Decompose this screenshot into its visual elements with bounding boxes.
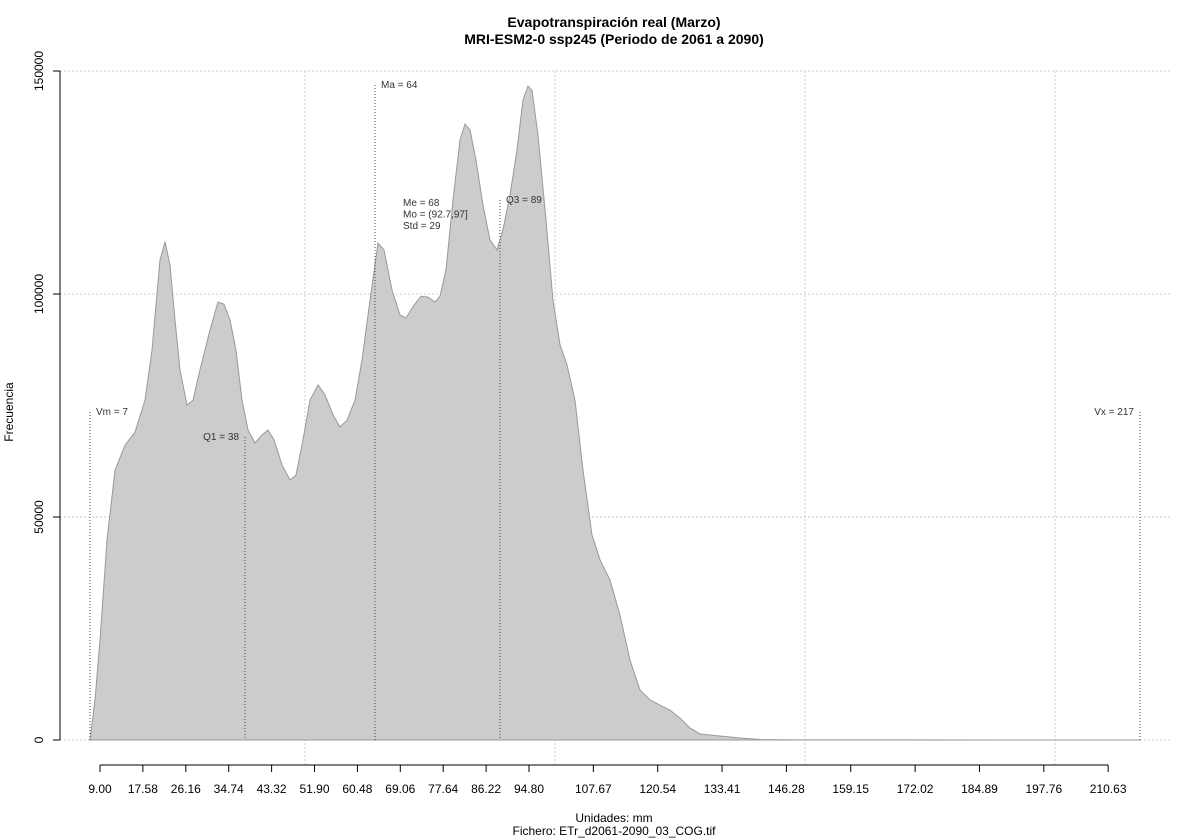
stats-label: Me = 68 xyxy=(403,198,440,209)
x-tick-label: 94.80 xyxy=(514,782,544,796)
x-tick-label: 210.63 xyxy=(1090,782,1127,796)
y-tick-label: 150000 xyxy=(32,51,46,91)
y-tick-label: 50000 xyxy=(32,500,46,534)
x-tick-label: 107.67 xyxy=(575,782,612,796)
x-tick-label: 26.16 xyxy=(171,782,201,796)
y-axis-label: Frecuencia xyxy=(2,382,16,442)
marker-label: Q3 = 89 xyxy=(506,195,542,206)
y-tick-label: 100000 xyxy=(32,274,46,314)
marker-label: Ma = 64 xyxy=(381,80,418,91)
marker-label: Vm = 7 xyxy=(96,407,128,418)
x-tick-label: 133.41 xyxy=(704,782,741,796)
y-tick-label: 0 xyxy=(32,736,46,743)
x-tick-label: 146.28 xyxy=(768,782,805,796)
marker-label: Vx = 217 xyxy=(1094,407,1134,418)
x-tick-label: 159.15 xyxy=(832,782,869,796)
caption: Fichero: ETr_d2061-2090_03_COG.tif xyxy=(513,824,717,838)
density-area xyxy=(89,85,1141,741)
x-tick-label: 51.90 xyxy=(299,782,329,796)
x-axis-label: Unidades: mm xyxy=(575,811,652,825)
x-tick-label: 9.00 xyxy=(88,782,112,796)
x-tick-label: 184.89 xyxy=(961,782,998,796)
marker-label: Q1 = 38 xyxy=(203,432,239,443)
x-tick-label: 17.58 xyxy=(128,782,158,796)
x-tick-label: 86.22 xyxy=(471,782,501,796)
x-tick-label: 77.64 xyxy=(428,782,458,796)
x-tick-label: 60.48 xyxy=(342,782,372,796)
x-tick-label: 197.76 xyxy=(1025,782,1062,796)
x-tick-label: 34.74 xyxy=(214,782,244,796)
stats-label: Std = 29 xyxy=(403,221,441,232)
chart-subtitle: MRI-ESM2-0 ssp245 (Periodo de 2061 a 209… xyxy=(464,31,764,47)
x-tick-label: 69.06 xyxy=(385,782,415,796)
x-tick-label: 120.54 xyxy=(639,782,676,796)
chart-title: Evapotranspiración real (Marzo) xyxy=(507,14,720,30)
stats-label: Mo = (92.7,97] xyxy=(403,210,468,221)
x-tick-label: 43.32 xyxy=(257,782,287,796)
x-tick-label: 172.02 xyxy=(897,782,934,796)
